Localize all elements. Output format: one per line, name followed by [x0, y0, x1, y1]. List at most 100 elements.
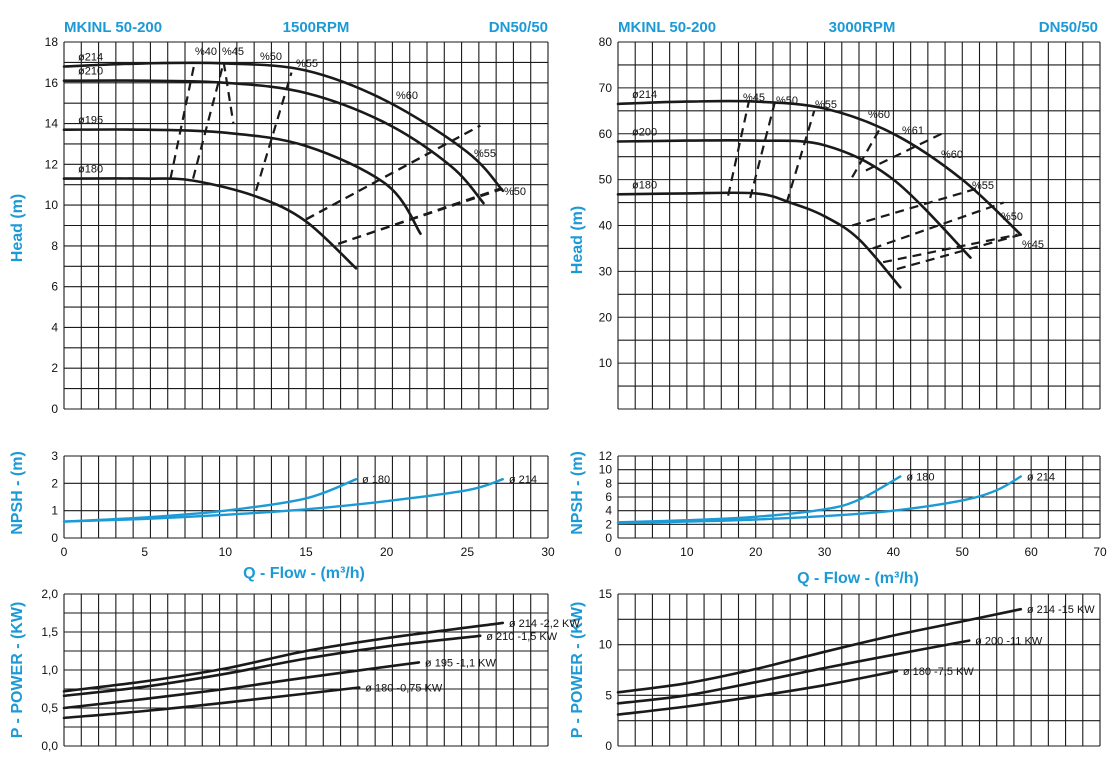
head1500-ytick-label: 10 — [45, 198, 59, 212]
power3000-yticks: 0 5 10 15 — [599, 587, 613, 753]
power3000-series-line — [616, 639, 971, 705]
power1500-series-label: ø 195 -1,1 KW — [425, 657, 497, 669]
npsh1500-ytick-label: 2 — [51, 476, 58, 490]
head3000-efficiency-line — [727, 101, 750, 196]
npsh1500-ytick-label: 1 — [51, 504, 58, 518]
npsh1500-yticks: 0 1 2 3 — [51, 449, 58, 545]
npsh1500-grid — [63, 455, 549, 539]
head1500-efficiency-line — [254, 72, 293, 192]
power3000-series-label: ø 200 -11 KW — [975, 636, 1043, 648]
npsh3000-xtick-label: 50 — [956, 545, 970, 559]
npsh1500-xtick-label: 5 — [141, 545, 148, 559]
title-right-3000: DN50/50 — [1039, 19, 1098, 36]
head1500-efficiency-label: %55 — [474, 148, 496, 160]
ylabel-head-3000: Head (m) — [569, 206, 586, 274]
ylabel-npsh-1500: NPSH - (m) — [9, 451, 26, 535]
head3000-ytick-label: 20 — [599, 310, 613, 324]
npsh1500-xtick-label: 25 — [461, 545, 475, 559]
head3000-efficiency-line — [785, 110, 816, 203]
head1500-ytick-label: 4 — [51, 320, 58, 334]
npsh3000-ytick-label: 4 — [605, 504, 612, 518]
npsh3000-xtick-label: 20 — [749, 545, 763, 559]
head1500-efficiency-label: %50 — [504, 186, 526, 198]
head1500-series-label: ø180 — [78, 164, 103, 176]
xlabel-flow-3000: Q - Flow - (m³/h) — [797, 570, 919, 587]
head1500-efficiency-label: %55 — [296, 58, 318, 70]
head1500-series-label: ø210 — [78, 66, 103, 78]
npsh3000-series-label: ø 180 — [906, 472, 934, 484]
power1500-series-line — [62, 634, 482, 698]
npsh1500-xtick-label: 30 — [541, 545, 555, 559]
head1500-ytick-label: 18 — [45, 35, 59, 49]
npsh1500-xticks: 0 5 10 15 20 25 30 — [61, 545, 555, 559]
head3000-series-line — [616, 138, 972, 259]
head1500-ytick-label: 8 — [51, 239, 58, 253]
power1500-ytick-label: 2,0 — [41, 587, 58, 601]
head3000-efficiency-label: %60 — [868, 109, 890, 121]
head3000-series-line — [616, 99, 1023, 236]
head3000-efficiency-label: %60 — [941, 149, 963, 161]
title-center-3000: 3000RPM — [829, 19, 896, 36]
head3000-series-label: ø180 — [632, 179, 657, 191]
power1500-series-line — [62, 621, 505, 693]
head3000-efficiency-label: %50 — [776, 95, 798, 107]
head1500-ytick-label: 2 — [51, 361, 58, 375]
npsh3000-ytick-label: 10 — [599, 463, 613, 477]
power1500-ytick-label: 0,5 — [41, 701, 58, 715]
power1500-series-label: ø 214 -2,2 KW — [509, 618, 581, 630]
head3000-efficiency-label: %61 — [902, 125, 924, 137]
head3000-efficiency-line — [851, 128, 881, 178]
head1500-efficiency-label: %40 — [195, 46, 217, 58]
npsh3000-xtick-label: 70 — [1093, 545, 1107, 559]
head3000-ytick-label: 40 — [599, 219, 613, 233]
ylabel-power-3000: P - POWER - (KW) — [569, 602, 586, 739]
head3000-efficiency-label: %45 — [1022, 239, 1044, 251]
power1500-ytick-label: 1,0 — [41, 663, 58, 677]
npsh3000-ytick-label: 2 — [605, 517, 612, 531]
head1500-yticks: 0 2 4 6 8 10 12 14 16 18 — [45, 35, 59, 416]
npsh3000-ytick-label: 0 — [605, 531, 612, 545]
npsh3000-xtick-label: 10 — [680, 545, 694, 559]
head3000-series-label: ø200 — [632, 127, 657, 139]
power3000-ytick-label: 5 — [605, 688, 612, 702]
head3000-yticks: 10 20 30 40 50 60 70 80 — [599, 35, 613, 370]
npsh1500-series-label: ø 214 — [509, 474, 537, 486]
head3000-efficiency-line — [749, 101, 777, 199]
head3000-efficiency-line — [882, 233, 1018, 264]
title-right-1500: DN50/50 — [489, 19, 548, 36]
title-left-3000: MKINL 50-200 — [618, 19, 716, 36]
head3000-efficiency-label: %55 — [815, 99, 837, 111]
head1500-series-line — [62, 128, 422, 235]
npsh1500-ytick-label: 3 — [51, 449, 58, 463]
power3000-series-label: ø 214 -15 KW — [1027, 604, 1095, 616]
npsh3000-xtick-label: 30 — [818, 545, 832, 559]
head3000-efficiency-label: %50 — [1001, 211, 1023, 223]
title-center-1500: 1500RPM — [283, 19, 350, 36]
npsh3000-series-line — [616, 475, 1022, 525]
npsh3000-grid — [617, 455, 1101, 539]
head3000-efficiency-line — [896, 233, 1022, 271]
power1500-ytick-label: 1,5 — [41, 625, 58, 639]
head1500-efficiency-line — [169, 62, 196, 179]
head3000-efficiency-line — [851, 187, 977, 227]
npsh1500-xtick-label: 15 — [299, 545, 313, 559]
xlabel-flow-1500: Q - Flow - (m³/h) — [243, 565, 365, 582]
head3000-series-line — [616, 191, 902, 289]
head1500-efficiency-label: %50 — [260, 51, 282, 63]
head1500-ytick-label: 6 — [51, 280, 58, 294]
head1500-ytick-label: 12 — [45, 157, 59, 171]
npsh1500-ytick-label: 0 — [51, 531, 58, 545]
npsh3000-ytick-label: 8 — [605, 476, 612, 490]
npsh1500-xtick-label: 20 — [380, 545, 394, 559]
npsh1500-series-label: ø 180 — [362, 474, 390, 486]
npsh1500-xtick-label: 10 — [219, 545, 233, 559]
head3000-ytick-label: 50 — [599, 173, 613, 187]
head1500-efficiency-line — [222, 62, 235, 124]
head3000-ytick-label: 70 — [599, 81, 613, 95]
head3000-efficiency-label: %45 — [743, 92, 765, 104]
power3000-series-line — [616, 669, 899, 716]
power1500-grid — [63, 593, 549, 747]
head1500-series-line — [62, 177, 358, 270]
power3000-series-label: ø 180 -7,5 KW — [903, 666, 975, 678]
